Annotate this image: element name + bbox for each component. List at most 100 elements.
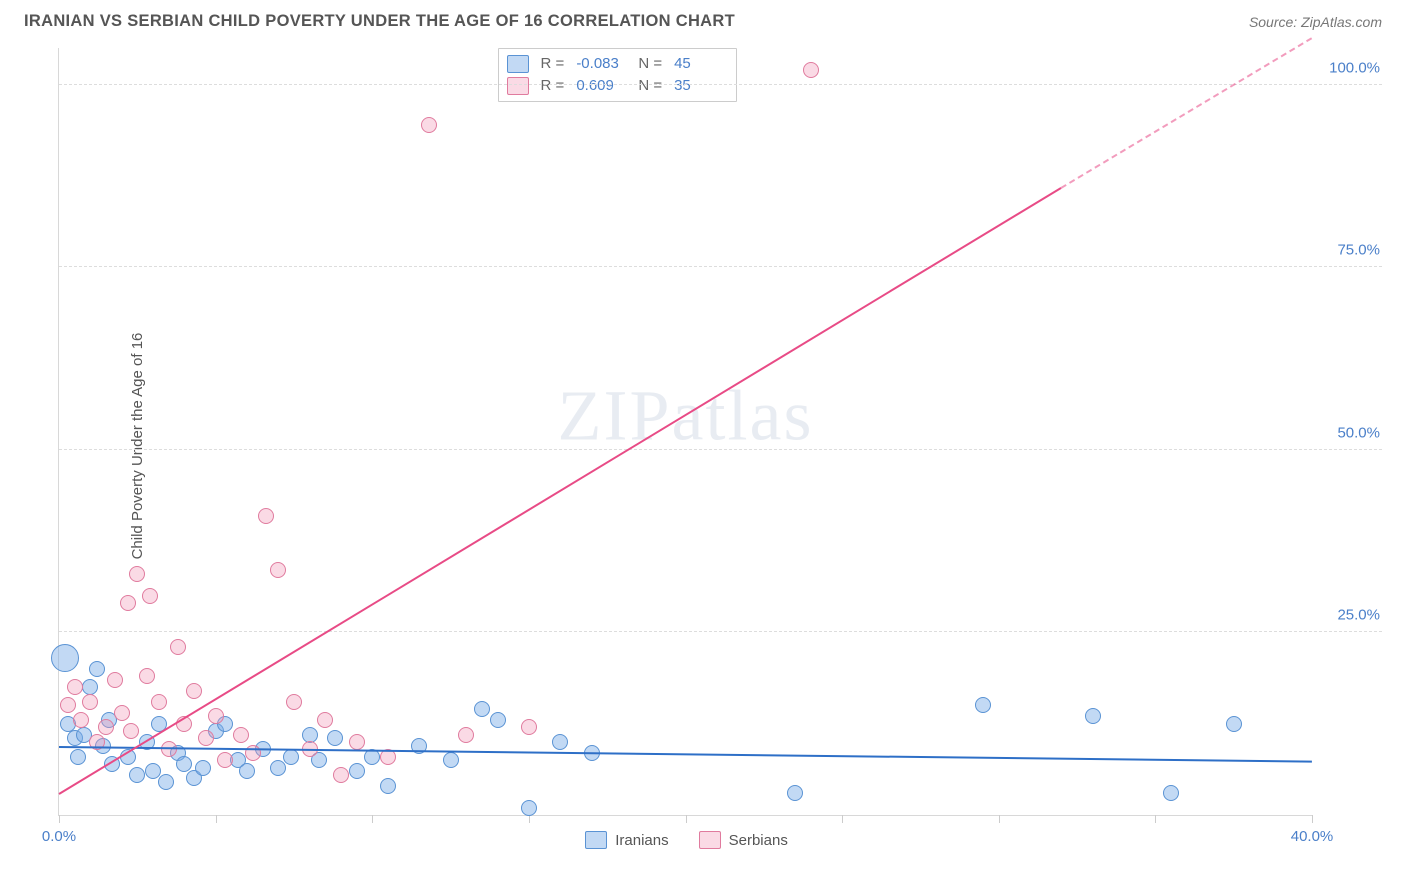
legend-label-iranians: Iranians (615, 832, 668, 849)
stats-legend: R = -0.083 N = 45 R = 0.609 N = 35 (498, 48, 738, 102)
series-legend: Iranians Serbians (585, 831, 788, 849)
x-tick (1155, 815, 1156, 823)
gridline-h (59, 266, 1382, 267)
data-point (82, 694, 98, 710)
watermark-part2: atlas (672, 376, 814, 456)
data-point (114, 705, 130, 721)
stats-legend-row-iranians: R = -0.083 N = 45 (507, 53, 725, 75)
trend-line (58, 187, 1061, 795)
legend-label-serbians: Serbians (729, 832, 788, 849)
data-point (490, 712, 506, 728)
data-point (239, 763, 255, 779)
r-label: R = (541, 53, 565, 75)
data-point (98, 719, 114, 735)
data-point (123, 723, 139, 739)
r-label: R = (541, 75, 565, 97)
data-point (552, 734, 568, 750)
data-point (120, 595, 136, 611)
r-value-iranians: -0.083 (576, 53, 626, 75)
data-point (73, 712, 89, 728)
data-point (421, 117, 437, 133)
swatch-blue-icon (585, 831, 607, 849)
data-point (474, 701, 490, 717)
data-point (107, 672, 123, 688)
data-point (286, 694, 302, 710)
data-point (443, 752, 459, 768)
swatch-blue-icon (507, 55, 529, 73)
data-point (195, 760, 211, 776)
data-point (186, 683, 202, 699)
data-point (198, 730, 214, 746)
data-point (380, 778, 396, 794)
y-tick-label: 50.0% (1320, 424, 1380, 441)
swatch-pink-icon (699, 831, 721, 849)
plot-area: ZIPatlas R = -0.083 N = 45 R = 0.609 N =… (58, 48, 1312, 816)
x-tick (59, 815, 60, 823)
x-tick-label: 0.0% (42, 828, 76, 845)
data-point (521, 719, 537, 735)
data-point (302, 727, 318, 743)
n-value-serbians: 35 (674, 75, 724, 97)
data-point (142, 588, 158, 604)
stats-legend-row-serbians: R = 0.609 N = 35 (507, 75, 725, 97)
data-point (217, 752, 233, 768)
data-point (129, 566, 145, 582)
data-point (1085, 708, 1101, 724)
data-point (258, 508, 274, 524)
data-point (233, 727, 249, 743)
source-attribution: Source: ZipAtlas.com (1249, 14, 1382, 30)
data-point (158, 774, 174, 790)
data-point (1163, 785, 1179, 801)
data-point (139, 668, 155, 684)
x-tick (529, 815, 530, 823)
data-point (1226, 716, 1242, 732)
data-point (975, 697, 991, 713)
n-value-iranians: 45 (674, 53, 724, 75)
x-tick-label: 40.0% (1291, 828, 1334, 845)
x-tick (372, 815, 373, 823)
y-tick-label: 100.0% (1320, 59, 1380, 76)
x-tick (999, 815, 1000, 823)
data-point (283, 749, 299, 765)
data-point (51, 644, 79, 672)
data-point (317, 712, 333, 728)
x-tick (216, 815, 217, 823)
data-point (89, 661, 105, 677)
source-prefix: Source: (1249, 14, 1301, 30)
x-tick (686, 815, 687, 823)
legend-item-iranians: Iranians (585, 831, 668, 849)
watermark-part1: ZIP (558, 376, 672, 456)
x-tick (1312, 815, 1313, 823)
data-point (787, 785, 803, 801)
data-point (333, 767, 349, 783)
legend-item-serbians: Serbians (699, 831, 788, 849)
data-point (70, 749, 86, 765)
x-tick (842, 815, 843, 823)
data-point (129, 767, 145, 783)
data-point (60, 697, 76, 713)
y-tick-label: 25.0% (1320, 607, 1380, 624)
gridline-h (59, 631, 1382, 632)
data-point (208, 708, 224, 724)
n-label: N = (638, 75, 662, 97)
gridline-h (59, 449, 1382, 450)
chart-container: ZIPatlas R = -0.083 N = 45 R = 0.609 N =… (58, 48, 1382, 852)
y-tick-label: 75.0% (1320, 242, 1380, 259)
r-value-serbians: 0.609 (576, 75, 626, 97)
data-point (803, 62, 819, 78)
data-point (349, 763, 365, 779)
data-point (82, 679, 98, 695)
chart-title: IRANIAN VS SERBIAN CHILD POVERTY UNDER T… (24, 12, 735, 31)
gridline-h (59, 84, 1382, 85)
data-point (67, 679, 83, 695)
data-point (458, 727, 474, 743)
source-name: ZipAtlas.com (1301, 14, 1382, 30)
trend-line (1061, 37, 1313, 188)
data-point (521, 800, 537, 816)
data-point (327, 730, 343, 746)
swatch-pink-icon (507, 77, 529, 95)
data-point (176, 756, 192, 772)
data-point (270, 562, 286, 578)
n-label: N = (638, 53, 662, 75)
data-point (151, 694, 167, 710)
